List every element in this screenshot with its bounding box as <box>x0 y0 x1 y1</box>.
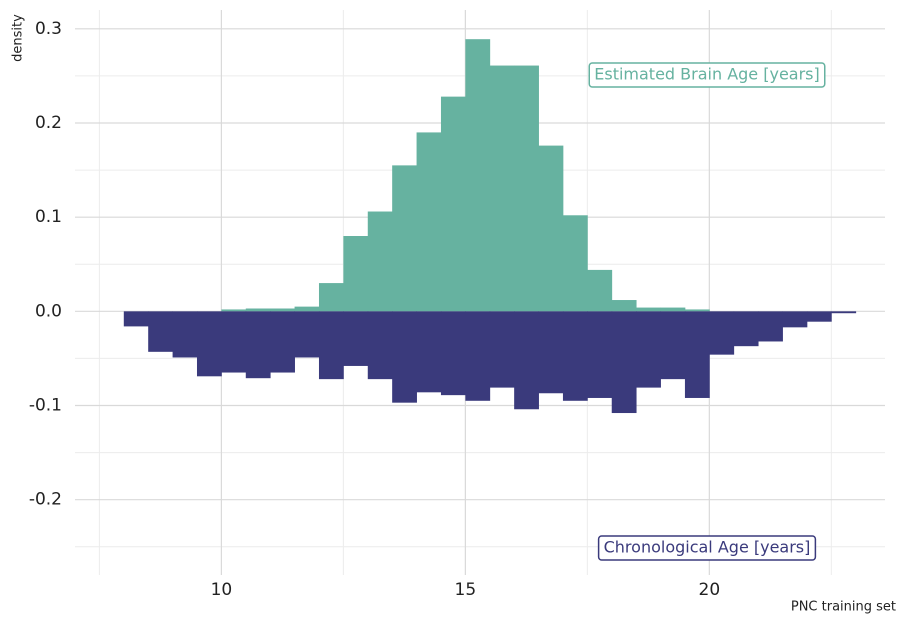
y-tick-label: -0.2 <box>29 490 62 510</box>
histogram-bar <box>318 283 344 312</box>
y-tick-label: 0.3 <box>35 19 62 39</box>
histogram-bar <box>440 96 466 312</box>
histogram-bar <box>367 311 393 380</box>
histogram-bar <box>611 311 637 414</box>
histogram-bar <box>343 236 369 312</box>
histogram-bar <box>416 132 442 312</box>
histogram-bar <box>343 311 369 366</box>
histogram-bar <box>465 39 491 312</box>
histogram-bar <box>636 311 661 388</box>
x-tick-label: 20 <box>699 580 721 600</box>
histogram-bar <box>245 308 271 312</box>
histogram-bar <box>538 145 564 312</box>
histogram-bar <box>709 311 735 355</box>
histogram-bar <box>806 311 832 322</box>
histogram-bar <box>416 311 442 393</box>
x-axis-label: PNC training set <box>791 600 896 615</box>
histogram-bar <box>294 311 320 358</box>
histogram-bar <box>123 311 149 327</box>
histogram-bar <box>148 311 173 352</box>
histogram-bar <box>440 311 466 396</box>
histogram-bar <box>684 311 710 398</box>
histogram-bar <box>318 311 344 380</box>
histogram-bar <box>489 65 515 312</box>
histogram-bar <box>562 311 588 401</box>
x-tick-label: 15 <box>455 580 477 600</box>
legend-box <box>597 535 817 561</box>
histogram-bar <box>392 165 417 312</box>
histogram-bar <box>514 311 539 410</box>
histogram-bar <box>660 311 686 380</box>
histogram-bar <box>758 311 783 342</box>
histogram-bar <box>465 311 491 401</box>
histogram-bar <box>221 311 247 373</box>
histogram-bar <box>489 311 515 388</box>
histogram-bar <box>587 311 613 398</box>
legend-label: Estimated Brain Age [years] <box>594 65 820 84</box>
y-tick-label: 0.1 <box>35 207 62 227</box>
histogram-bar <box>172 311 198 358</box>
histogram-bar <box>660 307 686 312</box>
histogram-bar <box>245 311 271 379</box>
histogram-bar <box>562 215 588 312</box>
legend-box <box>588 62 826 88</box>
histogram-bar <box>294 306 320 312</box>
legend-label: Chronological Age [years] <box>604 538 811 557</box>
histogram-bar <box>831 311 857 314</box>
histogram-bar <box>538 311 564 394</box>
histogram-bar <box>270 311 295 373</box>
histogram-bar <box>684 309 710 312</box>
y-tick-label: -0.1 <box>29 396 62 416</box>
histogram-bar <box>392 311 417 403</box>
y-tick-label: 0.0 <box>35 301 62 321</box>
histogram-bar <box>221 309 247 312</box>
histogram-bar <box>611 300 637 312</box>
histogram-bar <box>636 307 661 312</box>
y-tick-label: 0.2 <box>35 113 62 133</box>
y-axis-label: density <box>11 14 26 62</box>
histogram-bar <box>733 311 759 347</box>
histogram-bar <box>514 65 539 312</box>
histogram-bar <box>196 311 222 377</box>
x-tick-label: 10 <box>211 580 233 600</box>
histogram-bar <box>270 308 295 312</box>
histogram-bar <box>587 269 613 312</box>
histogram-bar <box>367 211 393 312</box>
histogram-bar <box>782 311 808 328</box>
